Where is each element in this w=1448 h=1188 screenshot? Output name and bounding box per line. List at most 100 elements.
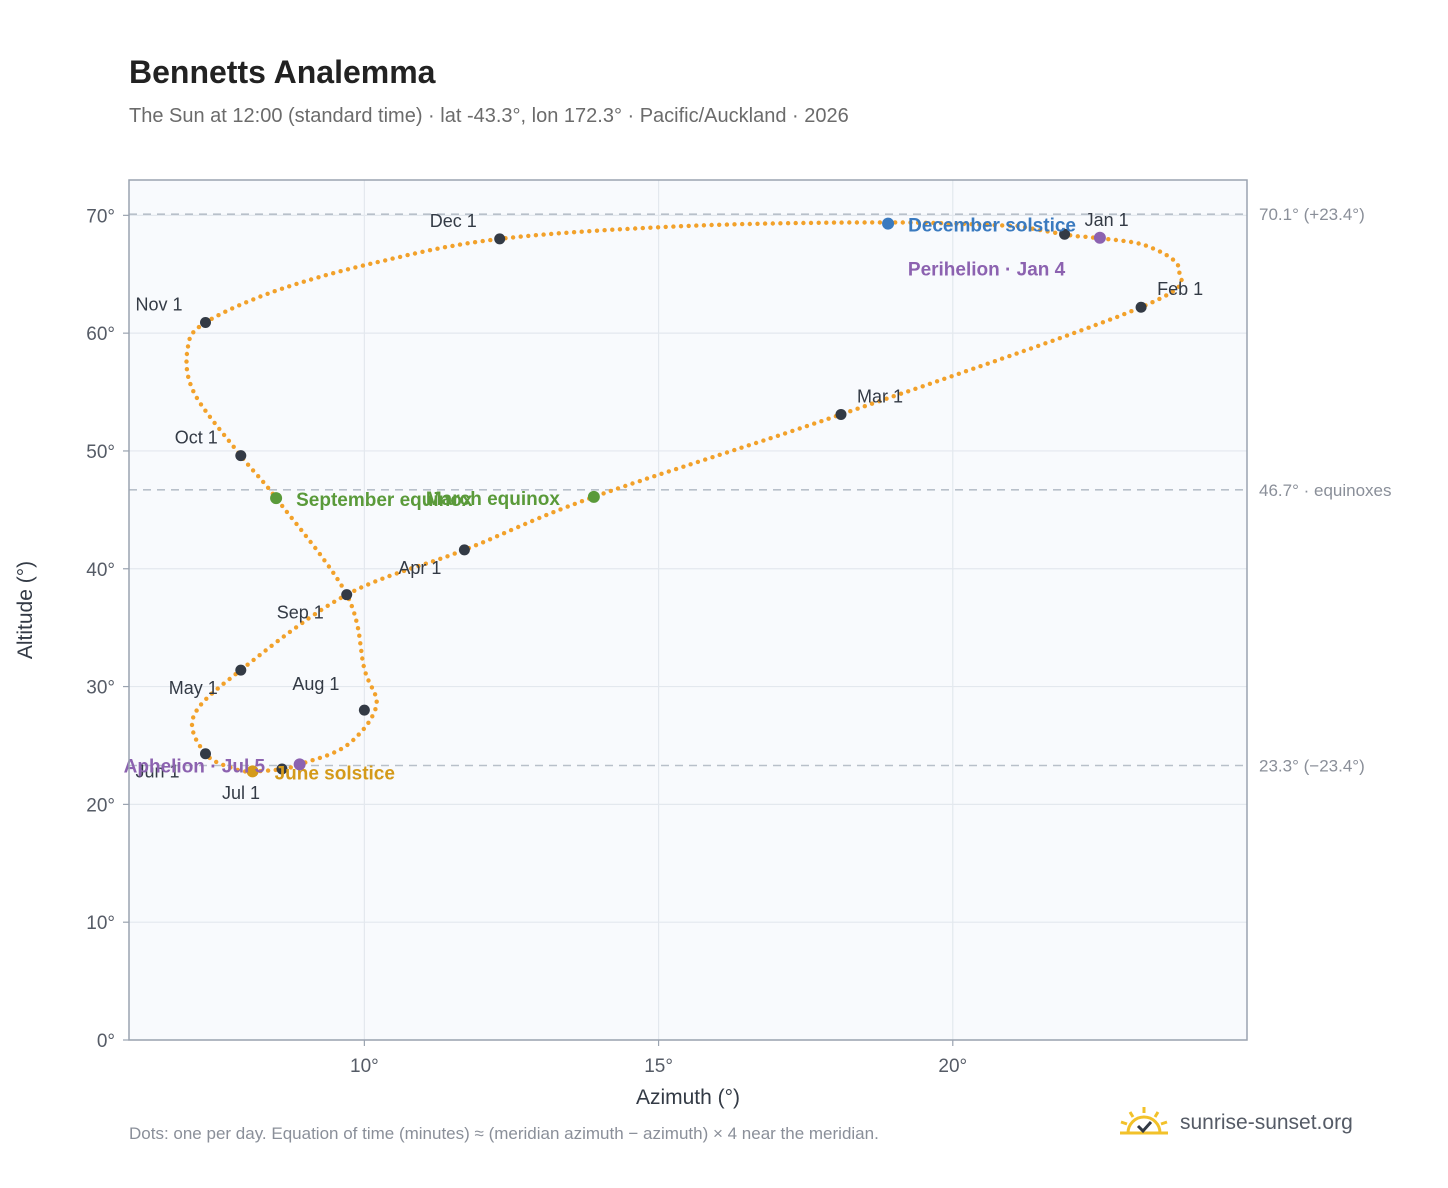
day-dot (724, 450, 730, 455)
day-dot (226, 438, 232, 443)
day-dot (1064, 333, 1070, 338)
day-dot (193, 737, 199, 742)
day-dot (235, 767, 240, 773)
day-dot (294, 521, 299, 527)
sun-logo-icon (1120, 1107, 1168, 1135)
day-dot (394, 571, 399, 576)
day-dot (877, 220, 883, 225)
reference-lines: 70.1° (+23.4°) 46.7° · equinoxes 23.3° (−2… (129, 205, 1392, 776)
day-dot (854, 220, 860, 225)
day-dot (488, 237, 493, 243)
day-dot (732, 222, 737, 227)
day-dot (999, 356, 1005, 361)
day-dot (197, 744, 203, 749)
day-dot (352, 611, 357, 616)
month-marker-label: Nov 1 (135, 295, 182, 315)
chart-title: Bennetts Analemma (129, 54, 436, 90)
day-dot (717, 222, 722, 227)
day-dot (265, 291, 270, 296)
day-dot (686, 223, 691, 229)
month-marker-label: Aug 1 (292, 674, 339, 694)
day-dot (1007, 353, 1012, 359)
event-marker-dot (882, 217, 895, 230)
day-dot (1037, 227, 1043, 233)
reference-line-label: 46.7° · equinoxes (1259, 481, 1392, 500)
day-dot (244, 300, 249, 305)
event-marker-label: June solstice (275, 763, 395, 784)
day-dot (969, 222, 974, 227)
day-dot (893, 220, 898, 225)
day-dot (778, 221, 783, 226)
day-dot (221, 762, 226, 768)
day-dot (608, 488, 613, 494)
y-tick-label: 70° (86, 206, 115, 227)
month-marker-label: Jul 1 (222, 783, 260, 803)
day-dot (1107, 317, 1113, 322)
day-dot (1007, 223, 1013, 228)
day-dot (906, 389, 911, 394)
day-dot (938, 221, 944, 226)
day-dot (194, 395, 200, 401)
brand[interactable]: sunrise-sunset.org (1118, 1100, 1353, 1146)
event-marker-dot (587, 490, 600, 503)
day-dot (913, 386, 918, 391)
day-dot (709, 222, 714, 228)
day-dot (673, 466, 679, 472)
day-dot (523, 521, 528, 527)
day-dot (438, 556, 443, 561)
day-dot (287, 284, 292, 289)
day-dot (457, 242, 463, 247)
month-marker-dot (494, 233, 506, 245)
x-axis-label: Azimuth (°) (636, 1086, 740, 1109)
day-dot (671, 224, 676, 229)
day-dot (516, 524, 521, 530)
day-dot (755, 221, 760, 226)
day-dot (275, 638, 280, 644)
month-marker-label: Jun 1 (135, 762, 179, 782)
day-dot (245, 462, 251, 467)
y-tick-label: 20° (86, 795, 115, 816)
day-dot (317, 551, 323, 557)
day-dot (366, 678, 371, 683)
day-dot (326, 564, 332, 569)
day-dot (1115, 314, 1120, 320)
day-dot (770, 221, 775, 226)
day-dot (356, 732, 361, 737)
day-dot (300, 620, 305, 626)
day-dot (215, 686, 220, 691)
day-dot (768, 436, 773, 441)
day-dot (372, 692, 378, 697)
day-dot (294, 281, 299, 287)
day-dot (1177, 270, 1182, 275)
day-dot (198, 402, 204, 407)
day-dot (923, 220, 928, 225)
day-dot (423, 561, 428, 566)
day-dot (855, 406, 860, 411)
day-dot (541, 232, 546, 237)
day-dot (187, 336, 192, 342)
day-dot (284, 509, 290, 515)
day-dot (526, 233, 531, 239)
plot-area-background (129, 180, 1247, 1040)
day-dot (659, 471, 664, 476)
day-dot (732, 447, 737, 453)
month-markers: Jan 1 Feb 1 Mar 1 Apr 1 May 1 Jun 1 Jul 1 Aug 1… (135, 210, 1203, 803)
day-dot (793, 220, 798, 226)
day-dot (261, 479, 266, 485)
day-dot (884, 396, 889, 401)
day-dot (184, 351, 190, 357)
day-dot (272, 289, 277, 294)
day-dot (1150, 300, 1155, 305)
day-dot (1164, 293, 1169, 298)
day-dot (762, 221, 768, 226)
day-dot (869, 401, 875, 406)
day-dot (319, 607, 324, 613)
day-dot (231, 444, 236, 449)
day-dot (1170, 289, 1176, 294)
day-dot (602, 228, 607, 233)
day-dot (204, 696, 209, 701)
day-dot (870, 220, 875, 225)
day-dot (308, 277, 314, 282)
day-dot (533, 233, 539, 238)
day-dot (644, 476, 650, 481)
